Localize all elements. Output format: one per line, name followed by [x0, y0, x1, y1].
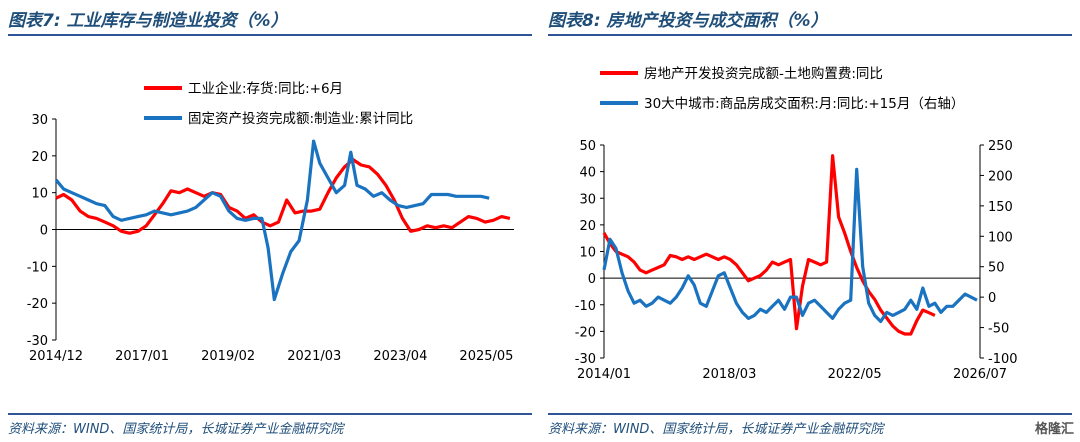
y2-tick-label: 50 [988, 261, 1005, 276]
y-tick-label: -20 [27, 297, 48, 312]
y2-tick-label: 150 [988, 200, 1013, 215]
legend-label-1: 30大中城市:商品房成交面积:月:同比:+15月（右轴） [644, 95, 964, 112]
y-tick-label: 30 [579, 192, 596, 207]
y-tick-label: 20 [579, 219, 596, 234]
right-source-note: 资料来源：WIND、国家统计局，长城证券产业金融研究院 [548, 422, 884, 437]
y-tick-label: 0 [40, 224, 48, 239]
y-tick-label: 10 [579, 246, 596, 261]
y2-tick-label: 250 [988, 139, 1013, 154]
series-line-0 [602, 154, 936, 336]
y-tick-label: 30 [31, 113, 48, 128]
x-tick-label: 2025/05 [459, 349, 513, 364]
x-tick-label: 2026/07 [953, 367, 1007, 380]
x-tick-label: 2018/03 [702, 367, 756, 380]
y-tick-label: -10 [575, 299, 596, 314]
left-title-rule [8, 34, 532, 36]
y2-tick-label: 100 [988, 230, 1013, 245]
brand-watermark: 格隆汇 [1034, 422, 1074, 437]
right-chart: -30-20-1001020304050-100-500501001502002… [575, 66, 1018, 380]
left-chart: -30 -20 -10 0 10 20 30 2014/12 2017/01 2019/02 202… [27, 80, 514, 364]
y-tick-label: 0 [588, 272, 596, 287]
y-tick-label: -20 [575, 325, 596, 340]
y2-tick-label: 0 [988, 291, 996, 306]
y-tick-label: 10 [31, 187, 48, 202]
left-source-note: 资料来源：WIND、国家统计局，长城证券产业金融研究院 [8, 422, 344, 437]
y2-tick-label: 200 [988, 169, 1013, 184]
y2-tick-label: -100 [988, 352, 1018, 367]
legend-label-1: 固定资产投资完成额:制造业:累计同比 [188, 111, 413, 127]
right-footer-rule [548, 413, 1072, 415]
y-tick-label: 20 [31, 150, 48, 165]
x-tick-label: 2014/12 [29, 349, 83, 364]
y-tick-label: 40 [579, 166, 596, 181]
x-tick-label: 2023/04 [373, 349, 427, 364]
left-footer-rule [8, 413, 532, 415]
legend-label-0: 房地产开发投资完成额-土地购置费:同比 [644, 66, 883, 82]
x-tick-label: 2019/02 [201, 349, 255, 364]
y-tick-label: 50 [579, 139, 596, 154]
y2-tick-label: -50 [988, 322, 1009, 337]
x-tick-label: 2022/05 [828, 367, 882, 380]
x-tick-label: 2017/01 [115, 349, 169, 364]
series-line-1 [54, 139, 490, 302]
y-tick-label: -30 [27, 334, 48, 349]
right-chart-title: 图表8: 房地产投资与成交面积（%） [548, 11, 828, 31]
series-line-0 [55, 157, 511, 235]
legend-label-0: 工业企业:存货:同比:+6月 [188, 80, 343, 97]
y-tick-label: -10 [27, 260, 48, 275]
left-chart-title: 图表7: 工业库存与制造业投资（%） [8, 11, 288, 31]
right-title-rule [548, 34, 1072, 36]
series-line-1 [602, 167, 978, 324]
x-tick-label: 2014/01 [577, 367, 631, 380]
x-tick-label: 2021/03 [287, 349, 341, 364]
y-tick-label: -30 [575, 352, 596, 367]
